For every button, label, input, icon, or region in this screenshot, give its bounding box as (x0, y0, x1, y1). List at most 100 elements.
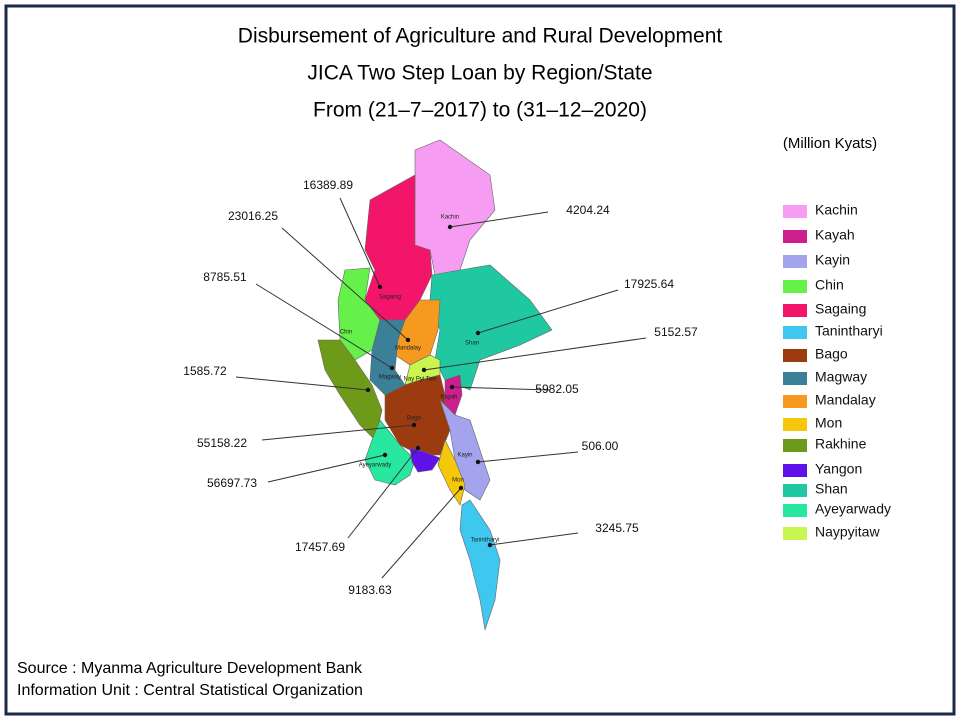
value-label: 56697.73 (207, 476, 257, 490)
legend-label: Bago (815, 346, 848, 362)
legend-label: Kachin (815, 202, 858, 218)
callout-line (281, 227, 409, 341)
value-label: 4204.24 (566, 203, 610, 217)
legend-label: Mon (815, 415, 842, 431)
callout-line (255, 283, 393, 369)
callout-line (235, 376, 369, 391)
value-label: 3245.75 (595, 521, 639, 535)
region-shape (439, 399, 491, 501)
callout-line (347, 447, 419, 539)
legend-swatch (783, 504, 807, 517)
callout-dot (377, 284, 383, 290)
footer-line: Source : Myanma Agriculture Development … (17, 660, 363, 677)
region-label: Shan (465, 341, 479, 347)
unit-label: (Million Kyats) (783, 135, 877, 152)
callout-line (477, 289, 619, 334)
legend-swatch (783, 372, 807, 385)
legend-swatch (783, 255, 807, 268)
callout-dot (411, 422, 417, 428)
legend-label: Magway (815, 369, 867, 385)
legend-swatch (783, 484, 807, 497)
callouts: 16389.89 23016.25 8785.51 1585.72 55158.22 56… (183, 178, 698, 597)
legend-label: Naypyitaw (815, 524, 880, 540)
legend-label: Rakhine (815, 436, 867, 452)
region-shape (444, 374, 463, 416)
callout-dot (487, 542, 493, 548)
callout-dot (447, 224, 453, 230)
value-label: 8785.51 (203, 270, 247, 284)
callout-dot (475, 330, 481, 336)
legend-swatch (783, 326, 807, 339)
value-label: 17925.64 (624, 277, 674, 291)
region-label: Sagaing (379, 295, 401, 301)
callout-line (423, 337, 647, 371)
legend-label: Shan (815, 481, 848, 497)
value-label: 5152.57 (654, 325, 698, 339)
callout-dot (382, 452, 388, 458)
value-label: 9183.63 (348, 583, 392, 597)
legend-swatch (783, 280, 807, 293)
region-shape (409, 447, 441, 473)
region-label: Chin (340, 330, 352, 336)
legend-label: Chin (815, 277, 844, 293)
region-shape (364, 419, 416, 486)
region-shape (429, 264, 553, 391)
legend-label: Kayah (815, 227, 855, 243)
map: Kachin Sagaing Chin Mandalay Magway Shan Nay P… (317, 139, 553, 631)
callout-dot (475, 459, 481, 465)
legend-swatch (783, 464, 807, 477)
legend-swatch (783, 205, 807, 218)
region-label: Mon (452, 478, 464, 484)
value-label: 17457.69 (295, 540, 345, 554)
legend-swatch (783, 395, 807, 408)
value-label: 23016.25 (228, 209, 278, 223)
legend-swatch (783, 418, 807, 431)
callout-dot (405, 337, 411, 343)
region-label: Magway (379, 375, 401, 381)
region-label: Kayah (440, 395, 457, 401)
title-line: Disbursement of Agriculture and Rural De… (238, 25, 723, 48)
legend-swatch (783, 304, 807, 317)
legend-label: Yangon (815, 461, 862, 477)
callout-dot (389, 365, 395, 371)
callout-line (267, 454, 386, 483)
callout-line (339, 197, 381, 288)
callout-dot (421, 367, 427, 373)
footer-line: Information Unit : Central Statistical O… (17, 682, 363, 699)
callout-dot (449, 384, 455, 390)
callout-line (381, 487, 462, 579)
legend-swatch (783, 349, 807, 362)
legend-swatch (783, 439, 807, 452)
region-shape (369, 319, 406, 396)
callout-line (261, 424, 415, 441)
callout-dot (365, 387, 371, 393)
callout-line (489, 532, 579, 546)
callout-dot (458, 485, 464, 491)
callout-line (449, 211, 549, 228)
region-shape (384, 374, 451, 456)
legend-swatch (783, 527, 807, 540)
callout-line (451, 386, 551, 391)
legend-label: Ayeyarwady (815, 501, 891, 517)
callout-line (477, 451, 579, 463)
legend-label: Mandalay (815, 392, 876, 408)
legend-label: Kayin (815, 252, 850, 268)
value-label: 1585.72 (183, 364, 227, 378)
legend-swatch (783, 230, 807, 243)
region-shape (459, 499, 501, 631)
region-label: Tanintharyi (470, 538, 499, 544)
region-label: Bago (407, 416, 422, 422)
value-label: 55158.22 (197, 436, 247, 450)
region-label: Nay Pyi Taw (404, 377, 438, 383)
value-label: 16389.89 (303, 178, 353, 192)
title-line: JICA Two Step Loan by Region/State (307, 62, 652, 85)
callout-dot (415, 445, 421, 451)
legend-label: Sagaing (815, 301, 866, 317)
legend-label: Tanintharyi (815, 323, 883, 339)
legend: Kachin Kayah Kayin Chin Sagaing Tanintharyi Ba… (783, 202, 891, 540)
region-label: Ayeyarwady (359, 463, 392, 469)
value-label: 506.00 (582, 439, 619, 453)
region-label: Kayin (457, 453, 472, 459)
region-shape (437, 439, 466, 506)
